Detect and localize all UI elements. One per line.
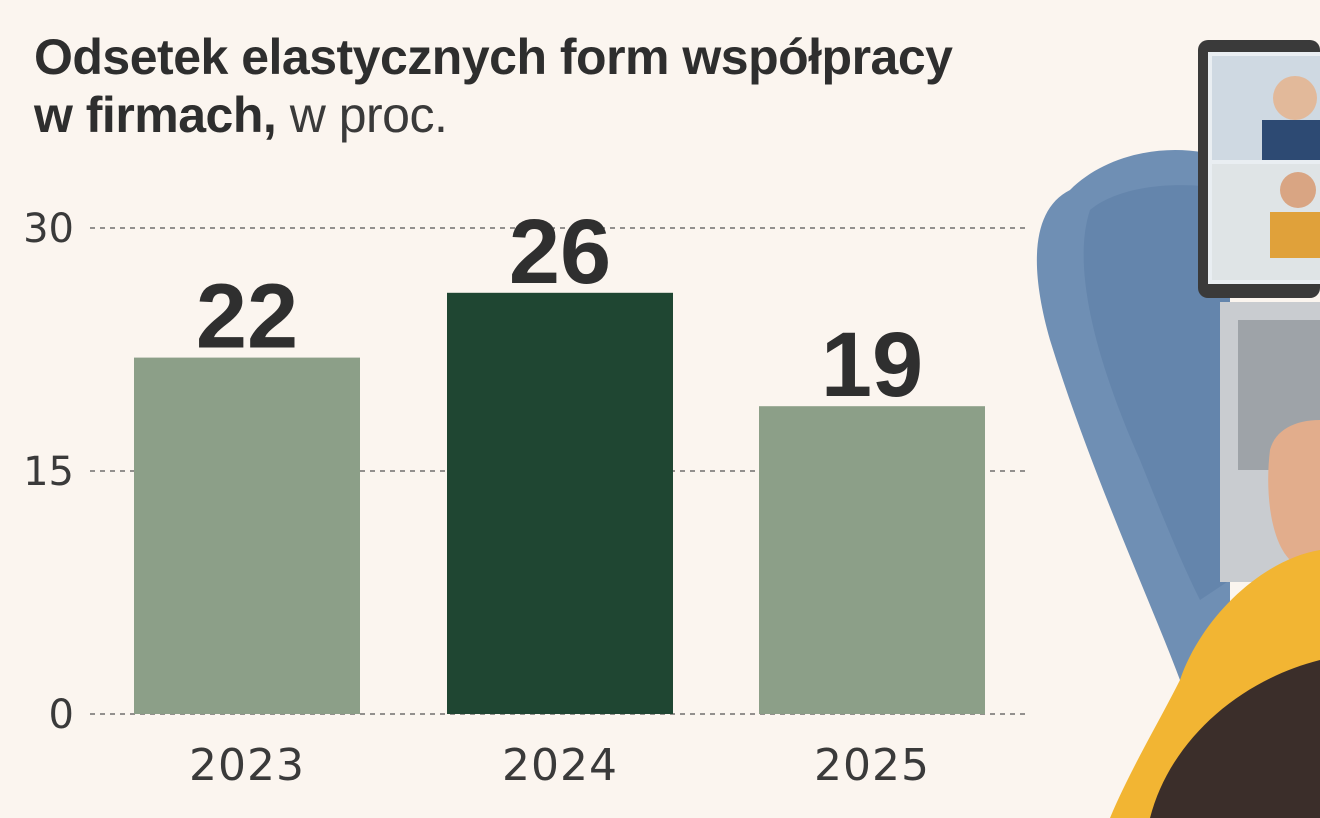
person-body-2	[1270, 212, 1320, 258]
y-tick-label-30: 30	[23, 206, 74, 252]
person-with-laptop-photo	[1036, 40, 1320, 818]
x-tick-label-2023: 2023	[189, 740, 305, 791]
hand-shape	[1268, 420, 1320, 560]
y-tick-label-15: 15	[23, 449, 74, 495]
title-line1: Odsetek elastycznych form współpracy	[34, 29, 953, 85]
person-head-1	[1273, 76, 1317, 120]
value-label-2024: 26	[509, 201, 611, 303]
title-unit: w proc.	[276, 87, 448, 143]
bar-2025	[759, 406, 985, 714]
bar-2024	[447, 292, 673, 714]
bar-chart: 0 15 30 22 2023 26 2024 19 2025	[23, 201, 1030, 791]
jeans-shadow-shape	[1083, 185, 1230, 601]
title-line2: w firmach,	[34, 87, 277, 143]
y-tick-label-0: 0	[49, 692, 74, 738]
value-label-2023: 22	[196, 266, 298, 368]
person-body-1	[1262, 120, 1320, 160]
x-tick-label-2024: 2024	[502, 740, 618, 791]
x-tick-label-2025: 2025	[814, 740, 930, 791]
chart-title: Odsetek elastycznych form współpracy w f…	[34, 28, 953, 144]
dark-hair-shape	[1150, 660, 1320, 818]
bar-2023	[134, 357, 360, 714]
value-label-2025: 19	[821, 314, 923, 416]
person-head-2	[1280, 172, 1316, 208]
